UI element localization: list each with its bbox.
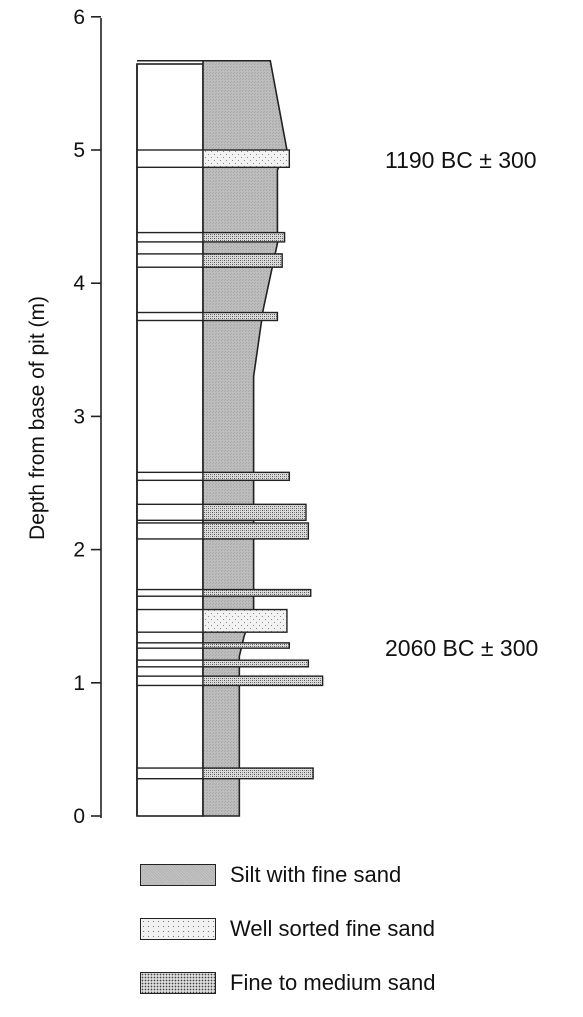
sand-bed-left: [136, 642, 204, 649]
axis-title: Depth from base of pit (m): [26, 296, 49, 540]
sand-bed: [202, 659, 310, 668]
date-label-lower: 2060 BC ± 300: [385, 635, 538, 661]
sand-bed: [202, 608, 288, 633]
sand-bed: [202, 642, 291, 649]
tick-label: 1: [73, 672, 85, 695]
axis-ticks: 0 1 2 3 4 5 6: [73, 6, 101, 828]
sand-bed-left: [136, 503, 204, 521]
date-label-upper: 1190 BC ± 300: [385, 147, 537, 173]
sand-bed-left: [136, 231, 204, 243]
well-sorted-swatch: [140, 918, 216, 940]
sand-bed: [202, 311, 279, 322]
sand-bed: [202, 675, 324, 687]
legend-item-silt: Silt with fine sand: [140, 855, 560, 895]
sand-bed-left: [136, 767, 204, 780]
legend-item-fine-medium: Fine to medium sand: [140, 963, 560, 1003]
sand-bed-left: [136, 149, 204, 169]
silt-layer: [202, 59, 288, 817]
sand-bed-left: [136, 675, 204, 687]
tick-label: 0: [73, 805, 85, 828]
legend-label: Well sorted fine sand: [230, 916, 436, 941]
sand-bed: [202, 767, 314, 780]
sand-bed-left: [136, 522, 204, 540]
sand-bed-left: [136, 659, 204, 668]
silt-swatch: [140, 864, 216, 886]
sand-bed: [202, 471, 291, 482]
legend-label: Fine to medium sand: [230, 970, 436, 995]
sediment-column: [136, 59, 324, 817]
sand-bed-left: [136, 311, 204, 322]
sand-bed: [202, 253, 283, 268]
legend-item-well-sorted: Well sorted fine sand: [140, 909, 560, 949]
sand-bed-left: [136, 471, 204, 482]
fine-medium-swatch: [140, 972, 216, 994]
tick-label: 6: [73, 6, 85, 29]
column-base-white: [136, 63, 204, 817]
stratigraphic-column-figure: 0 1 2 3 4 5 6 Depth from base of pit (m) 1190 …: [26, 6, 538, 828]
sand-bed: [202, 503, 307, 521]
depth-axis: 0 1 2 3 4 5 6 Depth from base of pit (m): [26, 6, 102, 828]
tick-label: 2: [73, 539, 85, 562]
tick-label: 5: [73, 139, 85, 162]
sand-bed: [202, 522, 310, 540]
sand-bed: [202, 231, 286, 243]
legend-label: Silt with fine sand: [230, 862, 402, 887]
sand-beds: [136, 59, 324, 780]
legend: Silt with fine sand Well sorted fine san…: [140, 855, 560, 1017]
sand-bed: [202, 149, 291, 169]
sand-bed-left: [136, 253, 204, 268]
sand-bed-left: [136, 608, 204, 633]
tick-label: 3: [73, 405, 85, 428]
sand-bed: [202, 588, 312, 597]
tick-label: 4: [73, 272, 85, 295]
sand-bed-left: [136, 588, 204, 597]
